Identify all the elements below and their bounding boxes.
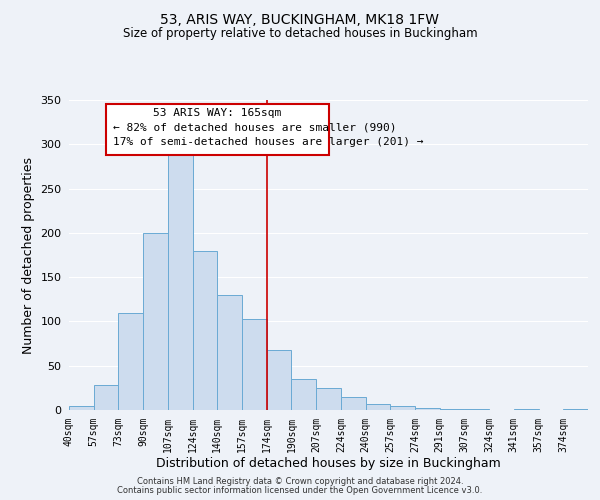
Text: Contains HM Land Registry data © Crown copyright and database right 2024.: Contains HM Land Registry data © Crown c… xyxy=(137,477,463,486)
Bar xyxy=(415,408,440,410)
Bar xyxy=(69,406,94,410)
Y-axis label: Number of detached properties: Number of detached properties xyxy=(22,156,35,354)
X-axis label: Distribution of detached houses by size in Buckingham: Distribution of detached houses by size … xyxy=(156,457,501,470)
Bar xyxy=(440,409,464,410)
Bar xyxy=(292,379,316,410)
Bar xyxy=(464,409,489,410)
Bar xyxy=(390,406,415,410)
Bar xyxy=(217,295,242,410)
Bar xyxy=(94,385,118,410)
Bar xyxy=(118,312,143,410)
Bar xyxy=(563,409,588,410)
FancyBboxPatch shape xyxy=(106,104,329,155)
Text: Size of property relative to detached houses in Buckingham: Size of property relative to detached ho… xyxy=(122,28,478,40)
Bar xyxy=(514,409,539,410)
Bar xyxy=(242,319,267,410)
Bar xyxy=(316,388,341,410)
Text: 53, ARIS WAY, BUCKINGHAM, MK18 1FW: 53, ARIS WAY, BUCKINGHAM, MK18 1FW xyxy=(161,12,439,26)
Text: ← 82% of detached houses are smaller (990): ← 82% of detached houses are smaller (99… xyxy=(113,122,397,132)
Bar xyxy=(267,350,292,410)
Text: 17% of semi-detached houses are larger (201) →: 17% of semi-detached houses are larger (… xyxy=(113,137,424,147)
Bar xyxy=(365,404,390,410)
Text: Contains public sector information licensed under the Open Government Licence v3: Contains public sector information licen… xyxy=(118,486,482,495)
Bar xyxy=(143,233,168,410)
Bar xyxy=(193,250,217,410)
Text: 53 ARIS WAY: 165sqm: 53 ARIS WAY: 165sqm xyxy=(153,108,281,118)
Bar xyxy=(168,150,193,410)
Bar xyxy=(341,396,365,410)
